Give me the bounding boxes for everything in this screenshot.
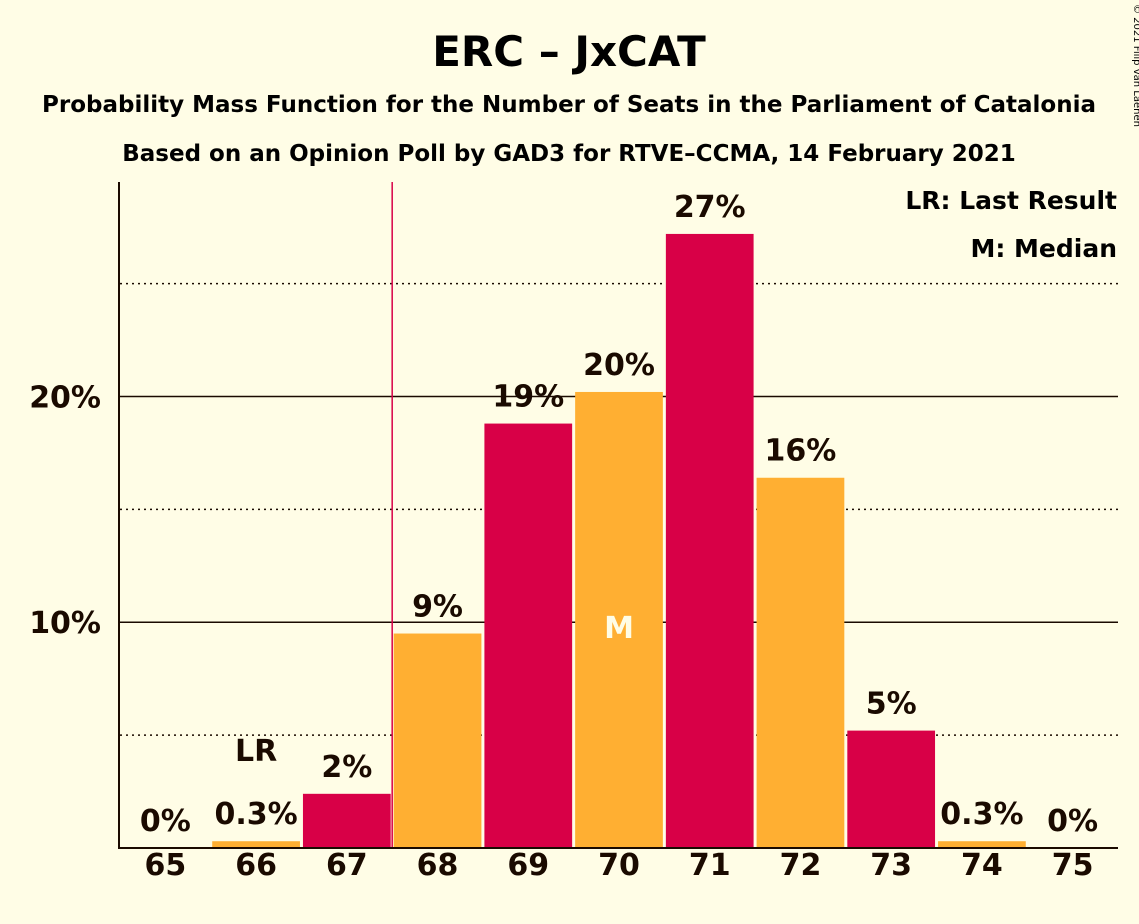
copyright-text: © 2021 Filip van Laenen <box>1131 4 1139 127</box>
x-tick-70: 70 <box>598 848 640 883</box>
y-axis-ticks: 10% 20% <box>29 380 101 641</box>
x-tick-74: 74 <box>961 848 1003 883</box>
x-tick-72: 72 <box>780 848 822 883</box>
x-tick-69: 69 <box>507 848 549 883</box>
last-result-marker: LR <box>235 734 277 769</box>
x-tick-67: 67 <box>326 848 368 883</box>
data-label-67: 2% <box>321 750 372 785</box>
y-tick-10: 10% <box>29 606 101 641</box>
data-label-66: 0.3% <box>214 797 297 832</box>
legend-last-result: LR: Last Result <box>905 186 1117 215</box>
data-label-65: 0% <box>140 804 191 839</box>
x-tick-66: 66 <box>235 848 277 883</box>
bar-73 <box>847 730 936 848</box>
bar-71 <box>665 233 754 849</box>
bars <box>212 182 1026 849</box>
data-label-75: 0% <box>1047 804 1098 839</box>
x-tick-65: 65 <box>144 848 186 883</box>
y-tick-20: 20% <box>29 380 101 415</box>
bar-68 <box>393 633 482 848</box>
bar-69 <box>484 423 573 848</box>
chart-subtitle-poll: Based on an Opinion Poll by GAD3 for RTV… <box>122 141 1016 167</box>
x-axis-ticks: 65 66 67 68 69 70 71 72 73 74 75 <box>144 848 1093 883</box>
data-label-73: 5% <box>866 687 917 722</box>
data-label-69: 19% <box>492 380 564 415</box>
x-tick-75: 75 <box>1052 848 1094 883</box>
bar-74 <box>938 841 1026 848</box>
x-tick-68: 68 <box>417 848 459 883</box>
chart-subtitle: Probability Mass Function for the Number… <box>42 92 1096 118</box>
bar-66 <box>212 841 300 848</box>
bar-72 <box>756 477 845 848</box>
x-tick-71: 71 <box>689 848 731 883</box>
data-label-72: 16% <box>765 434 837 469</box>
data-label-70: 20% <box>583 348 655 383</box>
bar-70 <box>575 391 663 848</box>
x-tick-73: 73 <box>870 848 912 883</box>
legend-median: M: Median <box>970 234 1117 263</box>
median-marker: M <box>604 611 634 646</box>
bar-67 <box>302 793 391 848</box>
chart-title: ERC – JxCAT <box>432 27 706 76</box>
data-label-68: 9% <box>412 590 463 625</box>
data-labels: 0% 0.3% LR 2% 9% 19% 20% M 27% 16% 5% 0.3% 0% <box>140 190 1098 839</box>
data-label-71: 27% <box>674 190 746 225</box>
data-label-74: 0.3% <box>940 797 1023 832</box>
